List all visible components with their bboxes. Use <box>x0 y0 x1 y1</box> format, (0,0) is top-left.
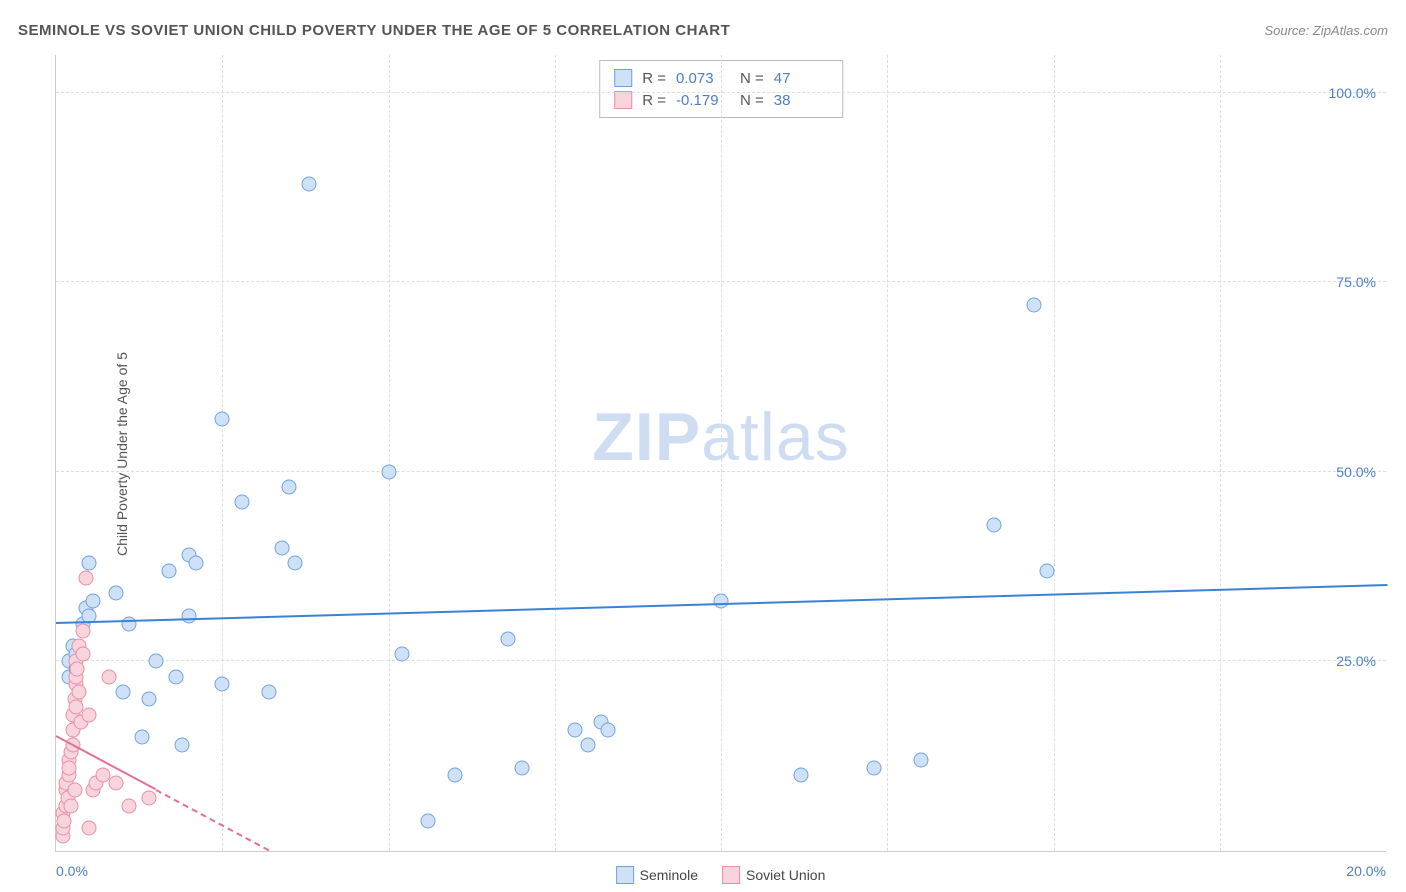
data-point <box>82 555 97 570</box>
data-point <box>175 737 190 752</box>
data-point <box>288 555 303 570</box>
y-tick-label: 100.0% <box>1329 85 1376 101</box>
data-point <box>275 540 290 555</box>
data-point <box>261 684 276 699</box>
data-point <box>1026 298 1041 313</box>
legend-swatch <box>616 866 634 884</box>
legend-swatch <box>614 91 632 109</box>
gridline-vertical <box>222 55 223 851</box>
data-point <box>913 753 928 768</box>
gridline-vertical <box>555 55 556 851</box>
data-point <box>75 646 90 661</box>
legend-item: Seminole <box>616 866 698 884</box>
stat-label-n: N = <box>740 70 764 87</box>
data-point <box>394 646 409 661</box>
legend-swatch <box>614 69 632 87</box>
stat-label-r: R = <box>642 70 666 87</box>
x-tick-label: 20.0% <box>1346 863 1386 879</box>
data-point <box>381 464 396 479</box>
data-point <box>281 480 296 495</box>
regression-line <box>155 789 269 851</box>
data-point <box>501 631 516 646</box>
data-point <box>56 813 71 828</box>
gridline-vertical <box>721 55 722 851</box>
data-point <box>421 813 436 828</box>
data-point <box>70 662 85 677</box>
data-point <box>108 586 123 601</box>
y-tick-label: 50.0% <box>1336 464 1376 480</box>
data-point <box>168 669 183 684</box>
y-tick-label: 25.0% <box>1336 653 1376 669</box>
data-point <box>142 790 157 805</box>
data-point <box>102 669 117 684</box>
gridline-vertical <box>389 55 390 851</box>
legend-label: Soviet Union <box>746 867 825 883</box>
legend-swatch <box>722 866 740 884</box>
data-point <box>142 692 157 707</box>
data-point <box>148 654 163 669</box>
chart-legend: Seminole Soviet Union <box>616 866 826 884</box>
data-point <box>714 593 729 608</box>
data-point <box>182 609 197 624</box>
data-point <box>162 563 177 578</box>
data-point <box>78 571 93 586</box>
data-point <box>62 760 77 775</box>
data-point <box>215 677 230 692</box>
source-attribution: Source: ZipAtlas.com <box>1264 23 1388 38</box>
data-point <box>793 768 808 783</box>
data-point <box>72 684 87 699</box>
chart-area: Child Poverty Under the Age of 5 ZIPatla… <box>55 55 1386 852</box>
stat-label-n: N = <box>740 92 764 109</box>
data-point <box>122 798 137 813</box>
data-point <box>866 760 881 775</box>
y-tick-label: 75.0% <box>1336 274 1376 290</box>
data-point <box>581 737 596 752</box>
data-point <box>63 798 78 813</box>
chart-title: SEMINOLE VS SOVIET UNION CHILD POVERTY U… <box>18 22 730 39</box>
data-point <box>1039 563 1054 578</box>
data-point <box>115 684 130 699</box>
data-point <box>82 821 97 836</box>
data-point <box>188 555 203 570</box>
data-point <box>514 760 529 775</box>
stat-label-r: R = <box>642 92 666 109</box>
legend-label: Seminole <box>640 867 698 883</box>
stat-value-n: 38 <box>774 92 828 109</box>
scatter-plot: ZIPatlas R =0.073N =47R =-0.179N =38 25.… <box>55 55 1386 852</box>
data-point <box>82 707 97 722</box>
data-point <box>986 518 1001 533</box>
data-point <box>215 411 230 426</box>
data-point <box>85 593 100 608</box>
data-point <box>108 775 123 790</box>
data-point <box>301 176 316 191</box>
gridline-vertical <box>887 55 888 851</box>
data-point <box>135 730 150 745</box>
data-point <box>122 616 137 631</box>
stat-value-n: 47 <box>774 70 828 87</box>
data-point <box>67 783 82 798</box>
data-point <box>448 768 463 783</box>
data-point <box>75 624 90 639</box>
gridline-vertical <box>1054 55 1055 851</box>
legend-item: Soviet Union <box>722 866 825 884</box>
x-tick-label: 0.0% <box>56 863 88 879</box>
data-point <box>600 722 615 737</box>
gridline-vertical <box>1220 55 1221 851</box>
data-point <box>567 722 582 737</box>
data-point <box>235 495 250 510</box>
